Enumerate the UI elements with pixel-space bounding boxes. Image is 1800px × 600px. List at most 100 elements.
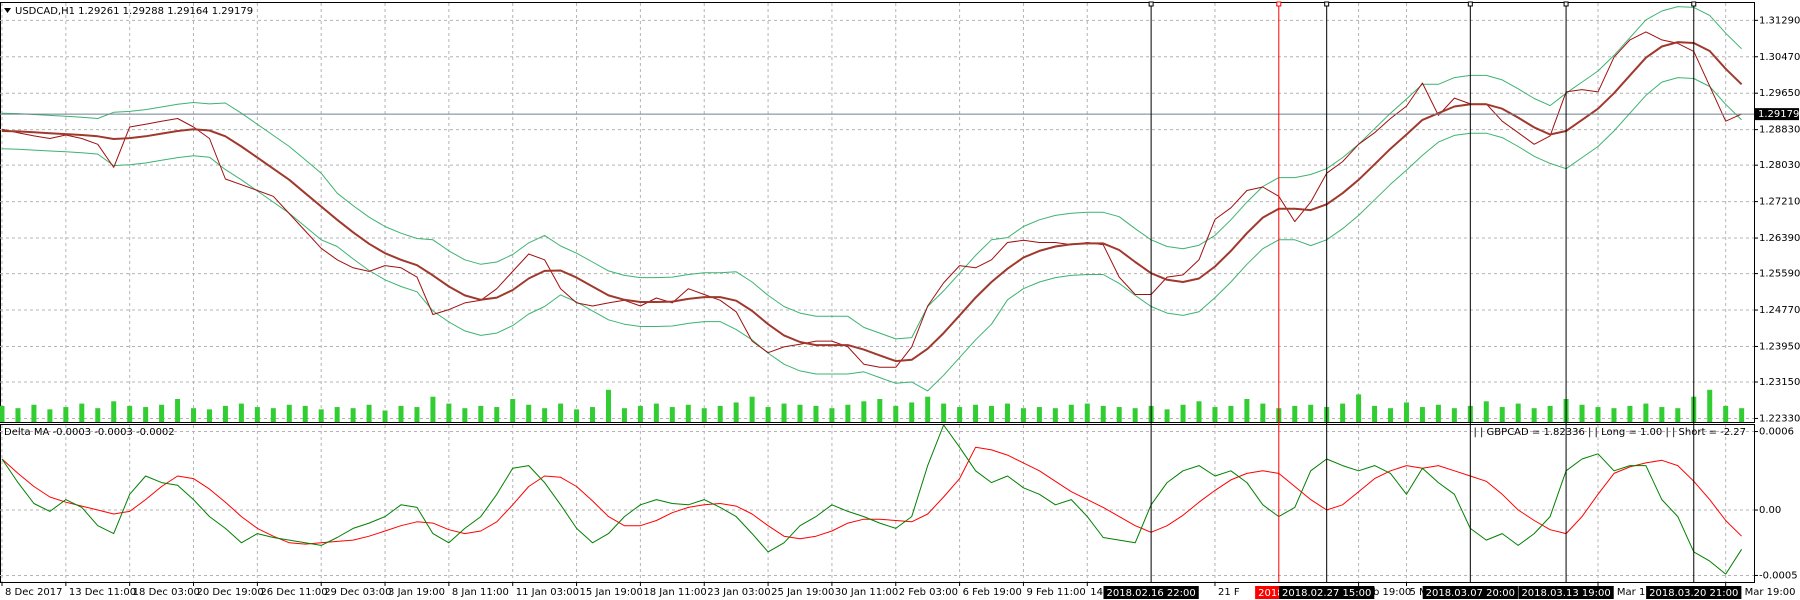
volume-bar	[1739, 408, 1745, 422]
volume-bar	[1483, 401, 1489, 422]
volume-bar	[254, 407, 260, 422]
volume-bar	[1084, 403, 1090, 422]
x-tick-label: 22 Mar 19:00	[1729, 587, 1796, 598]
volume-bar	[1180, 404, 1186, 422]
y-tick-label: 1.30470	[1759, 52, 1800, 63]
volume-bar	[1675, 408, 1681, 422]
volume-bar	[1419, 407, 1425, 422]
volume-bar	[1356, 394, 1362, 422]
y-tick-label: -0.0005	[1759, 570, 1798, 581]
volume-bar	[1052, 408, 1058, 422]
volume-bar	[398, 405, 404, 422]
marker-label-bg	[1279, 586, 1375, 599]
volume-bar	[510, 399, 516, 422]
volume-bar	[590, 407, 596, 422]
volume-bar	[286, 404, 292, 422]
volume-bar	[1308, 404, 1314, 422]
volume-bar	[1403, 402, 1409, 422]
volume-bar	[238, 403, 244, 422]
x-tick-label: 26 Dec 11:00	[260, 587, 327, 598]
marker-label: 2018.02.27 15:00	[1282, 588, 1371, 599]
volume-bar	[334, 407, 340, 422]
series-line	[1, 446, 1742, 545]
x-tick-label: 30 Jan 11:00	[835, 587, 898, 598]
volume-bar	[653, 403, 659, 422]
marker-handle	[1691, 1, 1697, 7]
x-tick-label: 18 Dec 03:00	[133, 587, 200, 598]
volume-bar	[159, 404, 165, 422]
volume-bar	[1116, 407, 1122, 422]
marker-handle	[1276, 1, 1282, 7]
volume-bar	[1435, 404, 1441, 422]
y-tick-label: 1.24770	[1759, 305, 1800, 316]
marker-label: 2018.03.13 19:00	[1521, 588, 1610, 599]
marker-handle	[1324, 1, 1330, 7]
volume-bar	[941, 403, 947, 422]
volume-bar	[877, 399, 883, 422]
y-tick-label: 1.28030	[1759, 160, 1800, 171]
sub-title: Delta MA -0.0003 -0.0003 -0.0002	[4, 427, 175, 438]
volume-bar	[1036, 407, 1042, 422]
marker-label-bg	[1518, 586, 1614, 599]
y-tick-label: 1.31290	[1759, 15, 1800, 26]
volume-bar	[15, 408, 21, 422]
volume-bar	[1292, 405, 1298, 422]
volume-bar	[302, 405, 308, 422]
series-line	[1, 424, 1743, 575]
x-tick-label: 13 Dec 11:00	[69, 587, 136, 598]
marker-handle	[1563, 1, 1569, 7]
y-tick-label: 1.25590	[1759, 269, 1800, 280]
marker-label-bg	[1646, 586, 1742, 599]
x-tick-label: 23 Jan 03:00	[707, 587, 770, 598]
volume-bar	[717, 405, 723, 422]
y-tick-label: 1.29650	[1759, 88, 1800, 99]
volume-bar	[1372, 405, 1378, 422]
marker-label-bg	[1103, 586, 1199, 599]
volume-bar	[1244, 399, 1250, 422]
y-tick-label: 1.26390	[1759, 233, 1800, 244]
y-tick-label: 0.00	[1759, 505, 1781, 516]
volume-bar	[957, 407, 963, 422]
x-tick-label: 8 Jan 11:00	[452, 587, 509, 598]
volume-bar	[1579, 404, 1585, 422]
volume-bar	[845, 404, 851, 422]
x-tick-label: 29 Dec 03:00	[324, 587, 391, 598]
volume-bar	[1212, 407, 1218, 422]
volume-bar	[382, 410, 388, 422]
x-tick-label: 25 Jan 19:00	[771, 587, 834, 598]
volume-bar	[621, 408, 627, 422]
menu-triangle	[4, 8, 11, 13]
marker-label: 2018.02	[1258, 588, 1299, 599]
sub-info: | | GBPCAD = 1.82336 | | Long = 1.00 | |…	[1473, 427, 1746, 438]
volume-bar	[1627, 405, 1633, 422]
x-tick-label: 8 Dec 2017	[5, 587, 63, 598]
x-tick-label: 3 Jan 19:00	[388, 587, 445, 598]
main-panel-frame	[0, 2, 1755, 423]
volume-bar	[1707, 389, 1713, 422]
volume-bar	[1340, 403, 1346, 422]
main-title: USDCAD,H1 1.29261 1.29288 1.29164 1.2917…	[15, 6, 253, 17]
volume-bar	[733, 402, 739, 422]
volume-bar	[829, 408, 835, 422]
price-label-bg	[1755, 108, 1799, 121]
volume-bar	[1531, 408, 1537, 422]
x-tick-label: 21 F	[1218, 587, 1240, 598]
volume-bar	[1659, 407, 1665, 422]
price-label: 1.29179	[1758, 109, 1799, 120]
volume-bar	[446, 403, 452, 422]
volume-bar	[605, 389, 611, 422]
volume-bar	[366, 404, 372, 422]
x-tick-label: 2 Feb 03:00	[899, 587, 958, 598]
y-tick-label: 1.23150	[1759, 377, 1800, 388]
marker-label-bg	[1422, 586, 1518, 599]
volume-bar	[1723, 405, 1729, 422]
x-tick-label: 9 Feb 11:00	[1026, 587, 1085, 598]
volume-bar	[1228, 405, 1234, 422]
volume-bar	[79, 403, 85, 422]
marker-handle	[1467, 1, 1473, 7]
volume-bar	[637, 405, 643, 422]
volume-bar	[1164, 409, 1170, 422]
volume-bar	[462, 408, 468, 422]
